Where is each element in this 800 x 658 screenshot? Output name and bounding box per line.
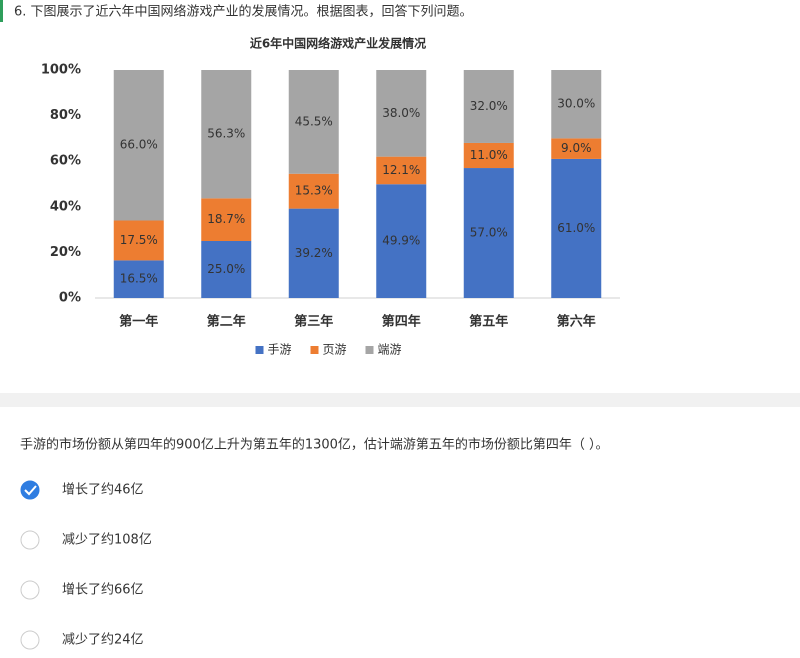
bar-segment [288, 173, 339, 209]
value-label: 12.1% [382, 163, 420, 177]
legend-swatch [255, 346, 264, 354]
radio[interactable] [20, 530, 40, 550]
y-tick-label: 80% [50, 108, 81, 123]
bar-segment [551, 158, 602, 298]
radio[interactable] [20, 580, 40, 600]
value-label: 25.0% [207, 262, 245, 276]
legend-swatch [365, 346, 374, 354]
question-marker [0, 0, 3, 22]
bar-segment [113, 70, 164, 221]
x-tick-label: 第四年 [382, 314, 421, 330]
bar-segment [376, 70, 427, 157]
bar-segment [376, 184, 427, 298]
x-tick-label: 第二年 [207, 314, 246, 330]
value-label: 45.5% [295, 114, 333, 128]
value-label: 32.0% [470, 99, 508, 113]
bar-segment [113, 220, 164, 261]
separator [0, 393, 800, 407]
bar-segment [551, 70, 602, 139]
bar-segment [463, 70, 514, 143]
bar-segment [288, 208, 339, 298]
value-label: 38.0% [382, 106, 420, 120]
y-tick-label: 40% [50, 199, 81, 214]
check-mark [24, 485, 37, 496]
legend-label: 手游 [268, 343, 292, 357]
bar-segment [376, 156, 427, 185]
bar-segment [551, 138, 602, 159]
value-label: 57.0% [470, 226, 508, 240]
value-label: 56.3% [207, 127, 245, 141]
value-label: 30.0% [557, 97, 595, 111]
bar-segment [463, 168, 514, 298]
y-tick-label: 0% [59, 291, 81, 306]
value-label: 61.0% [557, 221, 595, 235]
value-label: 15.3% [295, 184, 333, 198]
question-text: 6. 下图展示了近六年中国网络游戏产业的发展情况。根据图表，回答下列问题。 [14, 4, 473, 20]
legend-label: 端游 [378, 343, 402, 357]
y-tick-label: 60% [50, 154, 81, 169]
bar-segment [201, 70, 252, 199]
x-tick-label: 第六年 [557, 314, 596, 330]
x-tick-label: 第五年 [469, 314, 508, 330]
option-label[interactable]: 增长了约66亿 [62, 583, 144, 598]
x-tick-label: 第一年 [119, 314, 158, 330]
value-label: 16.5% [120, 272, 158, 286]
option-label[interactable]: 增长了约46亿 [62, 483, 144, 498]
value-label: 18.7% [207, 212, 245, 226]
y-tick-label: 100% [41, 63, 81, 78]
value-label: 17.5% [120, 233, 158, 247]
y-tick-label: 20% [50, 245, 81, 260]
legend-swatch [310, 346, 319, 354]
bar-segment [113, 260, 164, 298]
option-label[interactable]: 减少了约108亿 [62, 533, 152, 548]
value-label: 11.0% [470, 148, 508, 162]
bar-segment [463, 142, 514, 169]
option-label[interactable]: 减少了约24亿 [62, 633, 144, 648]
radio-checked[interactable] [20, 480, 40, 500]
radio[interactable] [20, 630, 40, 650]
prompt: 手游的市场份额从第四年的900亿上升为第五年的1300亿，估计端游第五年的市场份… [20, 437, 609, 453]
bar-segment [201, 198, 252, 241]
value-label: 9.0% [561, 141, 592, 155]
bar-segment [201, 241, 252, 298]
value-label: 66.0% [120, 138, 158, 152]
value-label: 39.2% [295, 246, 333, 260]
chart-title: 近6年中国网络游戏产业发展情况 [250, 36, 426, 51]
x-tick-label: 第三年 [294, 314, 333, 330]
legend-label: 页游 [323, 343, 347, 357]
value-label: 49.9% [382, 234, 420, 248]
bar-segment [288, 70, 339, 174]
